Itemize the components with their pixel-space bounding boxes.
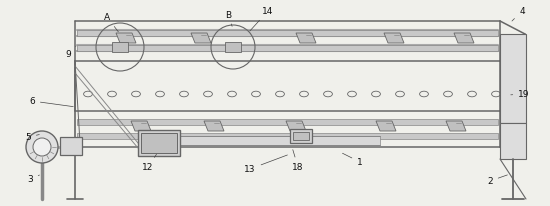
Bar xyxy=(500,123,526,159)
Bar xyxy=(293,132,309,140)
Text: B: B xyxy=(225,11,232,27)
Polygon shape xyxy=(77,119,498,125)
Bar xyxy=(141,133,177,153)
Bar xyxy=(60,137,82,155)
Polygon shape xyxy=(376,121,396,131)
Text: 5: 5 xyxy=(25,133,39,142)
Text: 12: 12 xyxy=(142,154,156,172)
Text: 3: 3 xyxy=(27,175,40,184)
Text: 18: 18 xyxy=(292,150,304,172)
Bar xyxy=(290,129,312,143)
Polygon shape xyxy=(191,34,211,44)
Text: 13: 13 xyxy=(244,155,288,174)
Bar xyxy=(138,130,180,156)
Bar xyxy=(225,43,241,53)
Polygon shape xyxy=(180,136,380,145)
Polygon shape xyxy=(296,34,316,44)
Polygon shape xyxy=(446,121,466,131)
Text: 9: 9 xyxy=(65,47,76,59)
Polygon shape xyxy=(77,133,498,139)
Polygon shape xyxy=(204,121,224,131)
Polygon shape xyxy=(116,34,136,44)
Polygon shape xyxy=(286,121,306,131)
Text: 1: 1 xyxy=(343,153,363,167)
Polygon shape xyxy=(384,34,404,44)
Polygon shape xyxy=(77,46,498,52)
Text: 6: 6 xyxy=(29,97,73,107)
Text: 4: 4 xyxy=(512,7,525,22)
Bar xyxy=(500,35,526,123)
Text: 14: 14 xyxy=(250,7,274,32)
Bar xyxy=(112,43,128,53)
Polygon shape xyxy=(131,121,151,131)
Text: 19: 19 xyxy=(511,90,530,99)
Polygon shape xyxy=(77,31,498,37)
Text: 2: 2 xyxy=(487,175,508,186)
Polygon shape xyxy=(454,34,474,44)
Circle shape xyxy=(33,138,51,156)
Text: A: A xyxy=(104,13,118,33)
Circle shape xyxy=(26,131,58,163)
